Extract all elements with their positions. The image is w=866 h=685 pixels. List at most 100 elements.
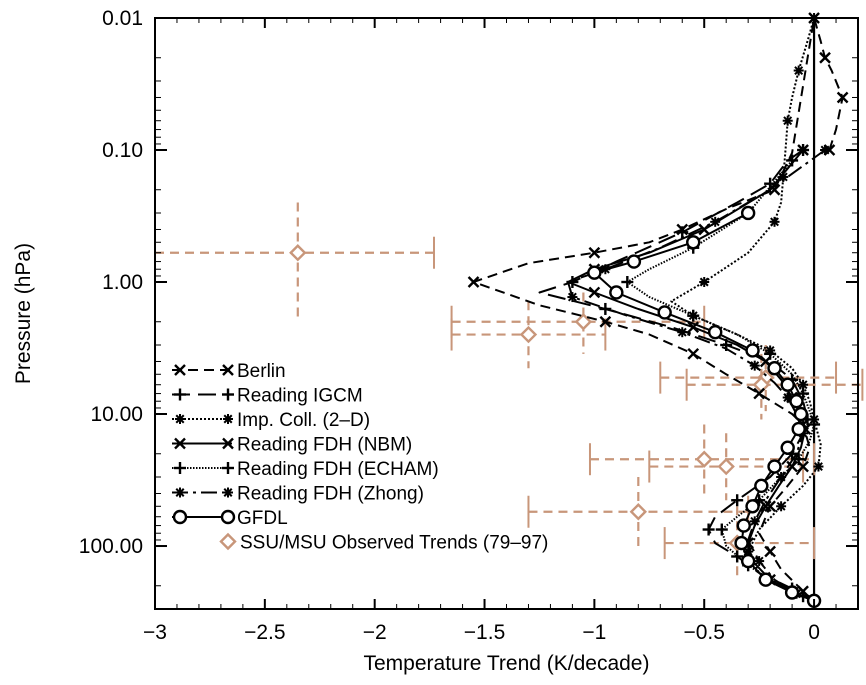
marker-+: [731, 494, 744, 507]
marker-o: [780, 377, 795, 392]
marker-+: [222, 388, 234, 401]
marker-*: [175, 487, 185, 498]
y-axis-label: Pressure (hPa): [12, 243, 35, 384]
series-line: [538, 149, 815, 602]
legend-label: SSU/MSU Observed Trends (79–97): [240, 533, 548, 554]
x-axis: −3 −2.5 −2 −1.5 −1 −0.5 0: [143, 18, 859, 644]
series-0: [467, 12, 849, 602]
marker-*: [820, 145, 831, 156]
marker-o: [734, 535, 749, 551]
marker-*: [710, 216, 721, 227]
y-tick-label: 10.00: [90, 403, 143, 426]
marker-x: [836, 91, 849, 104]
marker-*: [223, 414, 233, 424]
legend-item: GFDL: [172, 508, 288, 529]
marker-+: [797, 387, 810, 400]
marker-+: [715, 523, 728, 536]
marker-+: [808, 418, 821, 431]
y-tick-label: 100.00: [79, 535, 143, 558]
y-axis: 0.01 0.10 1.00 10.00 100.00: [79, 7, 858, 610]
marker-o: [745, 499, 760, 514]
x-tick-label: −3: [143, 621, 167, 644]
marker-+: [764, 347, 777, 360]
marker-o: [791, 421, 806, 437]
marker-diamond: [219, 532, 237, 551]
marker-*: [699, 277, 710, 288]
marker-x: [588, 286, 601, 299]
series-line: [472, 17, 844, 602]
marker-*: [749, 516, 760, 527]
marker-x: [698, 223, 711, 236]
marker-o: [767, 361, 782, 376]
marker-o: [657, 305, 672, 320]
marker-*: [813, 461, 824, 472]
series-6: [587, 205, 822, 608]
marker-x: [759, 500, 772, 513]
legend-label: Berlin: [237, 361, 286, 382]
marker-x: [174, 364, 186, 376]
series-line: [567, 149, 826, 602]
x-tick-label: 0: [808, 621, 820, 644]
marker-+: [792, 453, 805, 466]
marker-diamond: [695, 450, 713, 468]
marker-x: [753, 387, 765, 400]
legend-label: Reading FDH (NBM): [237, 435, 412, 456]
marker-diamond: [289, 244, 307, 262]
x-tick-label: −2.5: [244, 621, 285, 644]
marker-o: [745, 343, 760, 358]
legend-label: Imp. Coll. (2–D): [237, 410, 370, 431]
legend-item: SSU/MSU Observed Trends (79–97): [219, 532, 548, 554]
observed-point: [154, 202, 436, 319]
marker-o: [780, 440, 795, 455]
marker-o: [609, 285, 624, 300]
series-line: [670, 17, 822, 602]
observed-point: [450, 292, 706, 354]
x-tick-label: −0.5: [683, 621, 724, 644]
marker-x: [819, 51, 831, 64]
y-tick-label: 0.10: [102, 139, 143, 162]
observed-point: [527, 476, 750, 552]
marker-diamond: [574, 313, 593, 331]
marker-o: [708, 324, 723, 340]
marker-x: [467, 276, 480, 288]
legend-item: Berlin: [172, 361, 286, 382]
legend-label: Reading IGCM: [237, 386, 363, 407]
marker-o: [736, 518, 751, 533]
marker-o: [587, 265, 602, 280]
marker-diamond: [629, 503, 648, 521]
marker-+: [687, 309, 700, 322]
legend-item: Reading FDH (NBM): [172, 435, 412, 456]
observed-series: [154, 202, 864, 580]
legend-label: GFDL: [237, 508, 288, 529]
marker-*: [793, 65, 804, 76]
marker-x: [174, 437, 186, 450]
marker-o: [626, 254, 642, 269]
marker-x: [222, 364, 234, 376]
marker-+: [174, 388, 186, 401]
marker-diamond: [717, 457, 735, 476]
marker-+: [786, 154, 799, 167]
marker-o: [740, 553, 756, 569]
observed-point: [588, 424, 816, 494]
legend-item: Reading FDH (Zhong): [172, 484, 424, 505]
x-tick-label: −1.5: [464, 621, 505, 644]
marker-o: [758, 572, 773, 587]
marker-+: [621, 276, 634, 289]
marker-diamond: [519, 325, 538, 344]
marker-*: [776, 501, 787, 512]
legend-label: Reading FDH (Zhong): [237, 484, 424, 505]
marker-+: [702, 523, 715, 536]
legend-item: Reading IGCM: [172, 386, 363, 407]
x-tick-label: −1: [582, 621, 606, 644]
legend-label: Reading FDH (ECHAM): [237, 459, 439, 480]
y-tick-label: 0.01: [102, 7, 143, 30]
marker-x: [599, 315, 612, 328]
marker-+: [222, 462, 234, 474]
marker-*: [776, 471, 787, 482]
marker-x: [764, 545, 776, 558]
legend: Berlin Reading IGCM Imp. Coll. (2–D) Readin…: [172, 361, 548, 554]
marker-*: [677, 327, 688, 338]
observed-point: [685, 353, 864, 420]
